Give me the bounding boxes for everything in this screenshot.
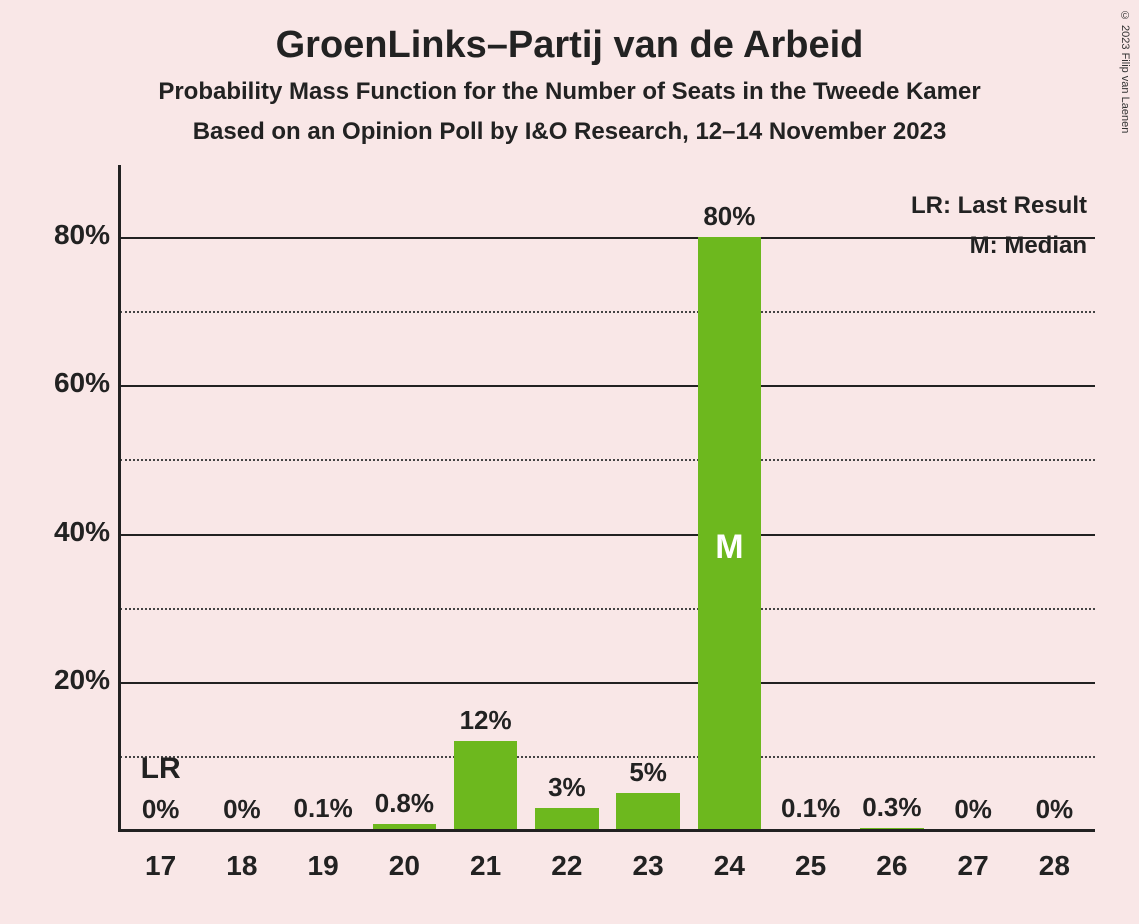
chart-area: 20%40%60%80%0%17LR0%180.1%190.8%2012%213…	[120, 200, 1095, 830]
grid-major	[120, 385, 1095, 387]
bar-value-label: 0.8%	[354, 788, 454, 819]
legend-median: M: Median	[970, 232, 1087, 260]
grid-minor	[120, 608, 1095, 610]
bar	[535, 808, 598, 830]
grid-minor	[120, 311, 1095, 313]
copyright-text: © 2023 Filip van Laenen	[1119, 10, 1131, 133]
bar-value-label: 0%	[1004, 794, 1104, 825]
chart-title: GroenLinks–Partij van de Arbeid	[0, 24, 1139, 67]
grid-minor	[120, 459, 1095, 461]
x-axis-label: 21	[445, 850, 526, 882]
bar-value-label: 12%	[436, 705, 536, 736]
bar-value-label: 5%	[598, 757, 698, 788]
y-axis	[118, 165, 121, 830]
bar	[616, 793, 679, 830]
legend-lr: LR: Last Result	[911, 192, 1087, 220]
x-axis-label: 19	[283, 850, 364, 882]
x-axis-label: 27	[933, 850, 1014, 882]
bar-value-label: 80%	[679, 201, 779, 232]
y-axis-label: 80%	[25, 219, 110, 251]
grid-major	[120, 237, 1095, 239]
x-axis-label: 17	[120, 850, 201, 882]
chart-subtitle-2: Based on an Opinion Poll by I&O Research…	[0, 118, 1139, 146]
x-axis-label: 20	[364, 850, 445, 882]
y-axis-label: 40%	[25, 516, 110, 548]
bar	[454, 741, 517, 830]
x-axis-label: 24	[689, 850, 770, 882]
x-axis-label: 26	[851, 850, 932, 882]
grid-major	[120, 534, 1095, 536]
x-axis-label: 22	[526, 850, 607, 882]
y-axis-label: 20%	[25, 664, 110, 696]
x-axis-label: 23	[608, 850, 689, 882]
x-axis-label: 25	[770, 850, 851, 882]
y-axis-label: 60%	[25, 367, 110, 399]
x-axis-label: 28	[1014, 850, 1095, 882]
grid-major	[120, 682, 1095, 684]
chart-subtitle-1: Probability Mass Function for the Number…	[0, 78, 1139, 106]
median-annotation: M	[698, 528, 761, 567]
lr-annotation: LR	[121, 752, 201, 786]
x-axis	[118, 829, 1095, 832]
x-axis-label: 18	[201, 850, 282, 882]
